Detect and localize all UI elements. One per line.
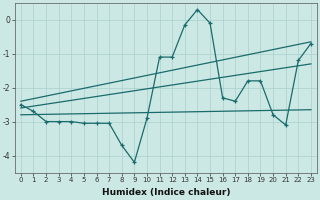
X-axis label: Humidex (Indice chaleur): Humidex (Indice chaleur) xyxy=(102,188,230,197)
